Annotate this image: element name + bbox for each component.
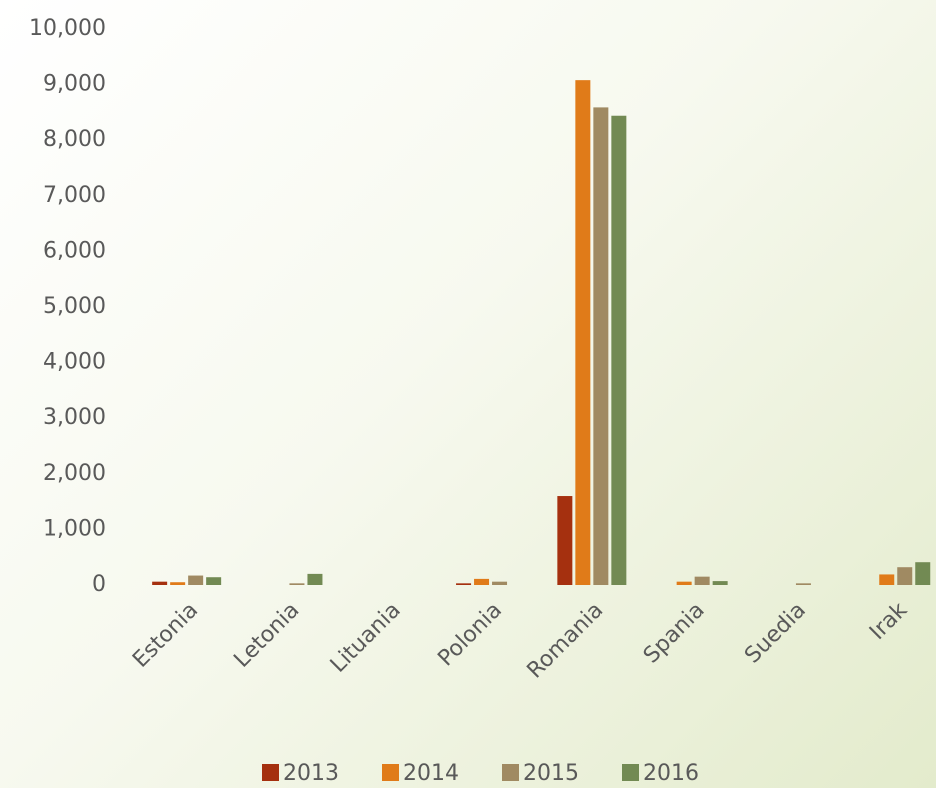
x-tick-label: Suedia [740,598,811,669]
x-tick-label: Letonia [229,598,304,673]
bar [611,115,627,586]
bar [188,575,204,585]
legend-swatch [382,764,399,781]
bar [593,107,609,586]
x-tick-label: Lituania [326,598,406,678]
y-tick-label: 5,000 [43,294,106,319]
x-tick-label: Romania [523,598,609,684]
legend-label: 2016 [643,761,699,786]
bar [152,581,168,585]
legend-label: 2014 [403,761,459,786]
y-tick-label: 2,000 [43,461,106,486]
legend-swatch [622,764,639,781]
bar [575,80,591,585]
bar [492,581,508,585]
bar [206,577,222,585]
x-tick-label: Irak [865,598,912,645]
legend-swatch [262,764,279,781]
bar [795,583,811,585]
y-tick-label: 1,000 [43,516,106,541]
y-tick-label: 3,000 [43,405,106,430]
x-tick-label: Spania [639,598,710,669]
y-tick-label: 4,000 [43,350,106,375]
y-tick-label: 9,000 [43,72,106,97]
bar [694,576,710,585]
y-tick-label: 10,000 [29,16,106,41]
x-tick-label: Polonia [433,598,507,672]
bar [289,583,305,585]
y-tick-label: 6,000 [43,238,106,263]
y-tick-label: 8,000 [43,127,106,152]
bar [915,562,931,585]
y-tick-label: 7,000 [43,183,106,208]
bar [456,583,472,585]
bar [676,581,692,585]
bar [897,567,913,585]
bar [557,496,573,585]
legend-label: 2013 [283,761,339,786]
x-tick-label: Estonia [128,598,203,673]
bar [307,573,323,585]
bar [879,574,895,585]
bar [712,581,728,585]
y-tick-label: 0 [92,572,106,597]
legend-label: 2015 [523,761,579,786]
legend-swatch [502,764,519,781]
bar [474,578,490,585]
bar [170,582,186,585]
